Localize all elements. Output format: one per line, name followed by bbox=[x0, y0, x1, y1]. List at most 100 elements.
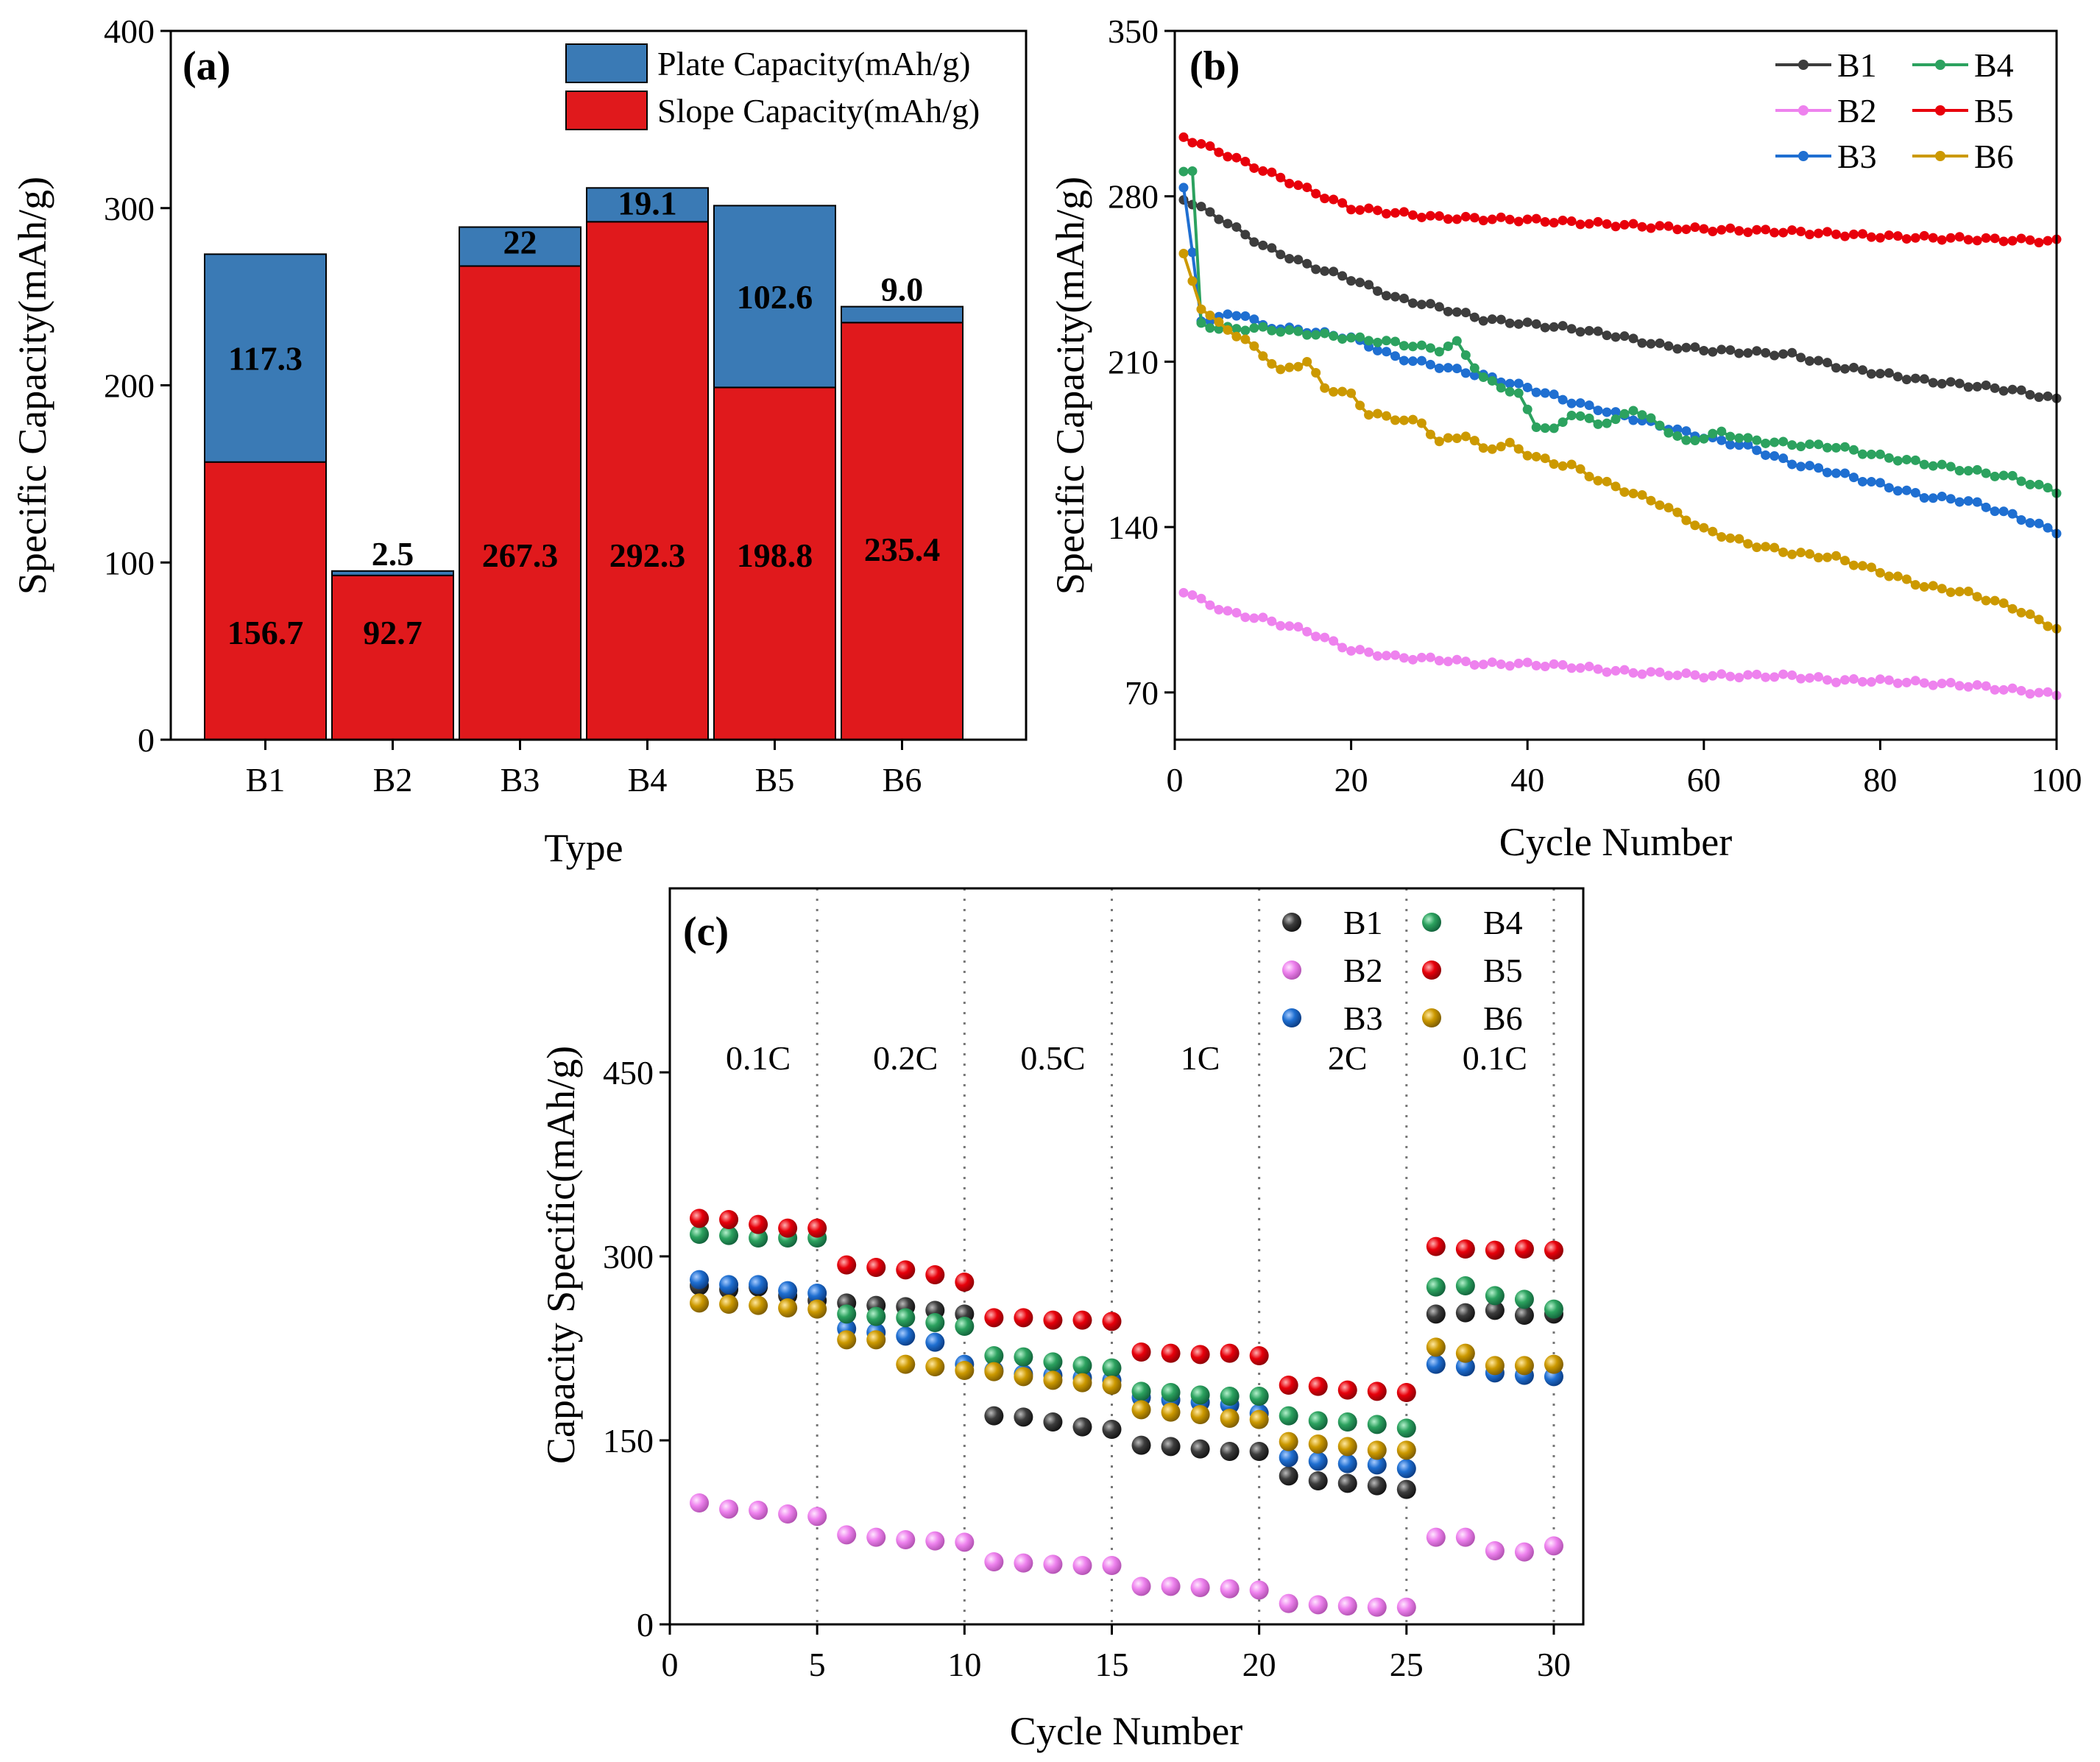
marker-B2 bbox=[1329, 636, 1339, 646]
point-B1 bbox=[1190, 1439, 1210, 1459]
marker-B1 bbox=[1884, 368, 1894, 378]
marker-B2 bbox=[1522, 657, 1532, 668]
marker-B6 bbox=[1699, 523, 1709, 533]
point-B3 bbox=[896, 1326, 916, 1346]
marker-B2 bbox=[1399, 653, 1409, 663]
marker-B6 bbox=[1646, 495, 1656, 506]
point-B6 bbox=[1308, 1434, 1328, 1454]
marker-B6 bbox=[1443, 433, 1453, 443]
marker-B4 bbox=[2025, 479, 2035, 489]
marker-B3 bbox=[1831, 468, 1841, 478]
point-B1 bbox=[1220, 1442, 1240, 1461]
panel-a-x-ticks: B1 B2 B3 B4 B5 B6 bbox=[246, 740, 922, 799]
marker-B2 bbox=[1734, 673, 1744, 683]
marker-B5 bbox=[1628, 219, 1638, 229]
point-B4 bbox=[1426, 1277, 1446, 1297]
bar-plate-B5 bbox=[713, 205, 836, 389]
marker-B5 bbox=[1346, 205, 1357, 215]
marker-B6 bbox=[1231, 331, 1242, 342]
marker-B1 bbox=[1717, 344, 1727, 355]
marker-B3 bbox=[2034, 518, 2044, 528]
marker-B3 bbox=[1928, 493, 1938, 503]
point-B3 bbox=[749, 1275, 768, 1295]
marker-B5 bbox=[1787, 225, 1797, 236]
point-B5 bbox=[1279, 1376, 1298, 1395]
marker-B6 bbox=[1954, 587, 1965, 597]
point-B2 bbox=[1514, 1542, 1534, 1562]
marker-B4 bbox=[1690, 436, 1700, 446]
panel-a-tag: (a) bbox=[183, 43, 230, 89]
legend-marker-B4 bbox=[1422, 913, 1441, 932]
marker-B6 bbox=[1478, 443, 1488, 453]
point-B2 bbox=[1279, 1593, 1298, 1613]
point-B4 bbox=[1014, 1347, 1033, 1367]
marker-B4 bbox=[1972, 464, 1982, 475]
point-B1 bbox=[1514, 1306, 1534, 1325]
marker-B5 bbox=[1425, 210, 1435, 221]
marker-B5 bbox=[1805, 230, 1815, 240]
marker-B2 bbox=[1355, 645, 1365, 655]
marker-B2 bbox=[1549, 659, 1559, 669]
marker-B3 bbox=[1937, 491, 1947, 501]
point-B6 bbox=[1279, 1432, 1298, 1451]
marker-B5 bbox=[1540, 216, 1550, 227]
marker-B4 bbox=[1778, 436, 1789, 447]
marker-B6 bbox=[1963, 586, 1973, 596]
marker-B2 bbox=[1699, 673, 1709, 683]
marker-B2 bbox=[1805, 673, 1815, 683]
point-B3 bbox=[1367, 1455, 1387, 1475]
marker-B6 bbox=[1434, 436, 1444, 447]
marker-B5 bbox=[1770, 227, 1780, 238]
marker-B2 bbox=[1910, 676, 1920, 686]
legend-label-B6: B6 bbox=[1974, 138, 2014, 175]
marker-B2 bbox=[1487, 657, 1497, 668]
point-B5 bbox=[1190, 1345, 1210, 1365]
point-B5 bbox=[1014, 1308, 1033, 1328]
marker-B2 bbox=[1407, 654, 1418, 665]
bar-slope-B5 bbox=[713, 386, 836, 740]
x-tick-label-B2: B2 bbox=[373, 761, 413, 799]
marker-B6 bbox=[1407, 414, 1418, 425]
marker-B4 bbox=[1540, 423, 1550, 434]
marker-B4 bbox=[1963, 466, 1973, 476]
marker-B3 bbox=[1531, 387, 1541, 397]
marker-B6 bbox=[1205, 311, 1215, 321]
marker-B4 bbox=[1848, 445, 1859, 455]
marker-B1 bbox=[1708, 347, 1718, 357]
point-B6 bbox=[1514, 1356, 1534, 1376]
marker-B4 bbox=[1460, 350, 1471, 360]
point-B3 bbox=[925, 1332, 945, 1352]
panel-c: 0.1C 0.2C 0.5C 1C 2C 0.1C 0 150 300 450 0 5 10 15 20… bbox=[539, 887, 1585, 1753]
marker-B4 bbox=[1505, 386, 1515, 397]
marker-B4 bbox=[1998, 470, 2009, 481]
marker-B6 bbox=[1329, 386, 1339, 397]
marker-B3 bbox=[1434, 363, 1444, 373]
point-B2 bbox=[1131, 1577, 1151, 1596]
marker-B4 bbox=[1452, 336, 1462, 346]
point-B4 bbox=[1220, 1387, 1240, 1406]
marker-B1 bbox=[1364, 280, 1374, 290]
point-B4 bbox=[866, 1306, 886, 1326]
y-tick-label-0: 0 bbox=[138, 721, 155, 759]
marker-B5 bbox=[1496, 212, 1506, 222]
marker-B2 bbox=[1857, 676, 1867, 687]
marker-B4 bbox=[1373, 337, 1383, 347]
marker-B2 bbox=[1293, 622, 1304, 632]
marker-B2 bbox=[1945, 678, 1956, 688]
marker-B1 bbox=[1637, 338, 1647, 348]
marker-B2 bbox=[1205, 600, 1215, 610]
marker-B4 bbox=[1814, 439, 1824, 450]
point-B3 bbox=[778, 1281, 798, 1301]
marker-B4 bbox=[1866, 449, 1876, 459]
legend-swatch-slope bbox=[565, 91, 648, 130]
marker-B3 bbox=[1945, 494, 1956, 504]
marker-B4 bbox=[1990, 471, 2000, 481]
marker-B2 bbox=[1743, 670, 1753, 680]
marker-B2 bbox=[1884, 675, 1894, 685]
marker-B5 bbox=[1681, 224, 1691, 235]
marker-B2 bbox=[1814, 672, 1824, 682]
panel-b-x-ticks: 0 20 40 60 80 100 bbox=[1167, 740, 2082, 799]
marker-B4 bbox=[1910, 455, 1920, 465]
y-tick-label-210: 210 bbox=[1108, 343, 1159, 381]
marker-B4 bbox=[1901, 454, 1912, 464]
